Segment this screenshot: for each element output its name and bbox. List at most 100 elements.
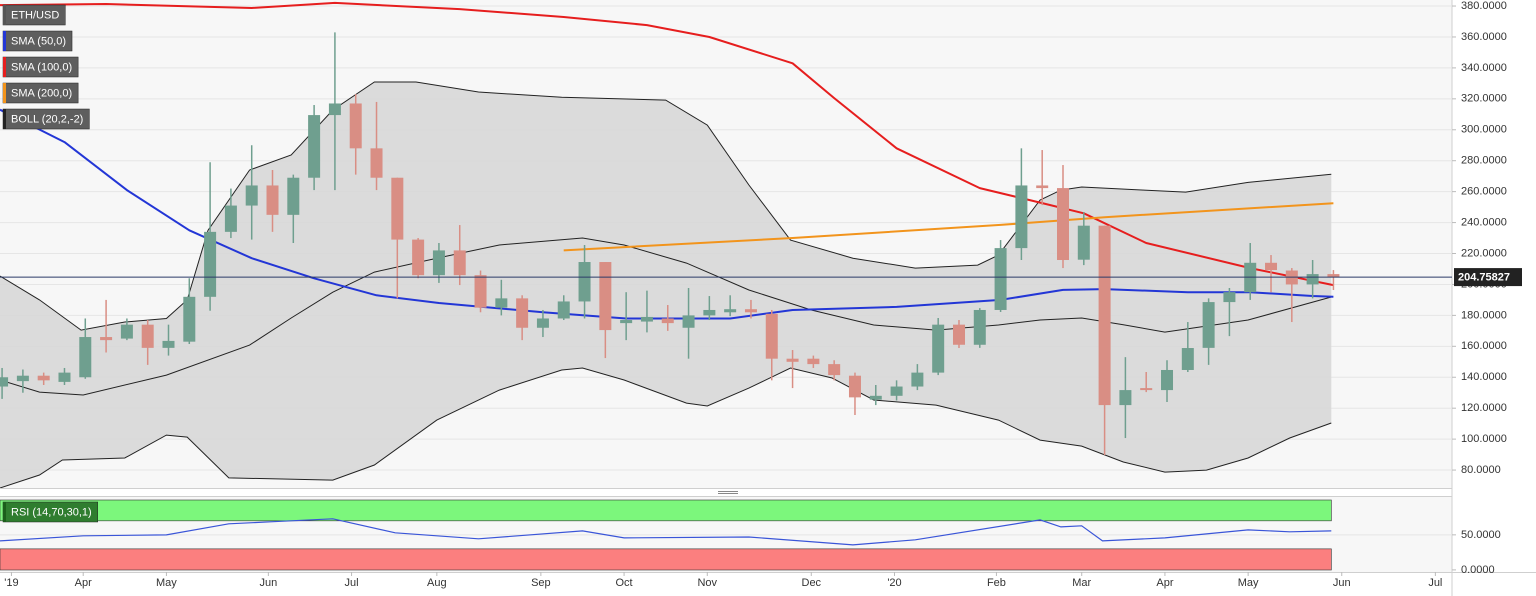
x-tick-label: May [1238,577,1259,589]
candle-body [1327,274,1340,278]
legend-text: SMA (100,0) [11,61,72,73]
candle-body [1181,348,1194,370]
candle-body [120,324,133,339]
legend-item[interactable]: SMA (50,0) [2,30,73,52]
x-tick-label: Jul [345,577,359,589]
candle-body [911,372,924,387]
candle-body [1161,369,1174,391]
candle-body [724,309,737,313]
legend-swatch [3,83,6,103]
legend-text: RSI (14,70,30,1) [11,506,92,518]
candle-body [516,298,529,328]
candle-body [204,231,217,297]
candle-body [141,324,154,348]
candle-body [640,316,653,322]
legend-text: SMA (200,0) [11,87,72,99]
x-tick-label: Feb [987,577,1006,589]
y-tick-label: 380.0000 [1461,0,1507,12]
resize-handle[interactable] [718,491,738,494]
candle-body [308,115,321,178]
x-tick-label: Sep [531,577,551,589]
x-tick-label: Mar [1072,577,1091,589]
candle-body [412,239,425,276]
candle-body [266,185,279,215]
candle-body [952,324,965,345]
y-tick-label: 300.0000 [1461,124,1507,136]
candle-body [453,250,466,276]
candle-body [869,395,882,400]
candle-body [890,386,903,396]
candle-body [765,313,778,359]
candle-body [0,377,9,387]
legend-item[interactable]: ETH/USD [2,4,66,26]
legend-text: BOLL (20,2,-2) [11,113,83,125]
candle-body [807,358,820,365]
y-tick-label: 240.0000 [1461,216,1507,228]
candle-body [391,177,404,240]
legend-item[interactable]: SMA (100,0) [2,56,79,78]
y-tick-label: 80.0000 [1461,464,1501,476]
candle-body [848,375,861,398]
y-tick-label: 360.0000 [1461,31,1507,43]
legend-swatch [3,57,6,77]
band-fill [0,82,1332,488]
candle-body [682,315,695,328]
x-tick-label: Jun [1333,577,1351,589]
x-tick-label: May [156,577,177,589]
y-tick-label: 100.0000 [1461,433,1507,445]
candle-body [661,318,674,324]
candle-body [1140,388,1153,391]
candle-body [828,364,841,376]
rsi-line [0,518,1332,546]
y-tick-label: 0.0000 [1461,564,1495,576]
candle-body [1265,262,1278,271]
x-tick-label: Apr [75,577,92,589]
candle-body [703,309,716,316]
candle-body [100,337,113,341]
y-tick-label: 50.0000 [1461,529,1501,541]
candle-body [599,262,612,331]
candle-body [1077,225,1090,260]
candle-body [1015,185,1028,249]
x-tick-label: Apr [1156,577,1173,589]
price-label-box [1454,268,1522,287]
candle-body [16,375,29,382]
candle-body [1119,390,1132,406]
y-tick-label: 160.0000 [1461,340,1507,352]
x-tick-label: Jun [259,577,277,589]
y-tick-label: 280.0000 [1461,155,1507,167]
legend-item[interactable]: SMA (200,0) [2,82,79,104]
candle-body [578,262,591,302]
indicator-line [0,1,1334,287]
price-label: 204.75827 [1458,271,1510,283]
y-tick-label: 180.0000 [1461,309,1507,321]
candle-body [557,301,570,319]
oversold-zone [0,548,1332,571]
y-tick-label: 260.0000 [1461,186,1507,198]
candle-body [162,340,175,348]
legend-text: ETH/USD [11,9,59,21]
legend-item[interactable]: RSI (14,70,30,1) [2,501,98,523]
y-tick-label: 220.0000 [1461,247,1507,259]
x-tick-label: Aug [427,577,447,589]
legend-swatch [3,109,6,129]
x-tick-label: Oct [616,577,633,589]
candle-body [349,103,362,149]
legend-item[interactable]: BOLL (20,2,-2) [2,108,90,130]
candle-body [370,148,383,178]
candle-body [224,205,237,232]
x-tick-label: Dec [802,577,822,589]
y-tick-label: 120.0000 [1461,402,1507,414]
candle-body [536,318,549,328]
candle-body [1202,302,1215,348]
candle-body [1036,185,1049,189]
candle-body [245,185,258,206]
candle-body [328,103,341,116]
legend-swatch [3,5,6,25]
candle-body [786,358,799,362]
candle-body [1223,292,1236,303]
indicator-line [563,202,1334,252]
y-tick-label: 320.0000 [1461,93,1507,105]
candle-body [432,250,445,276]
